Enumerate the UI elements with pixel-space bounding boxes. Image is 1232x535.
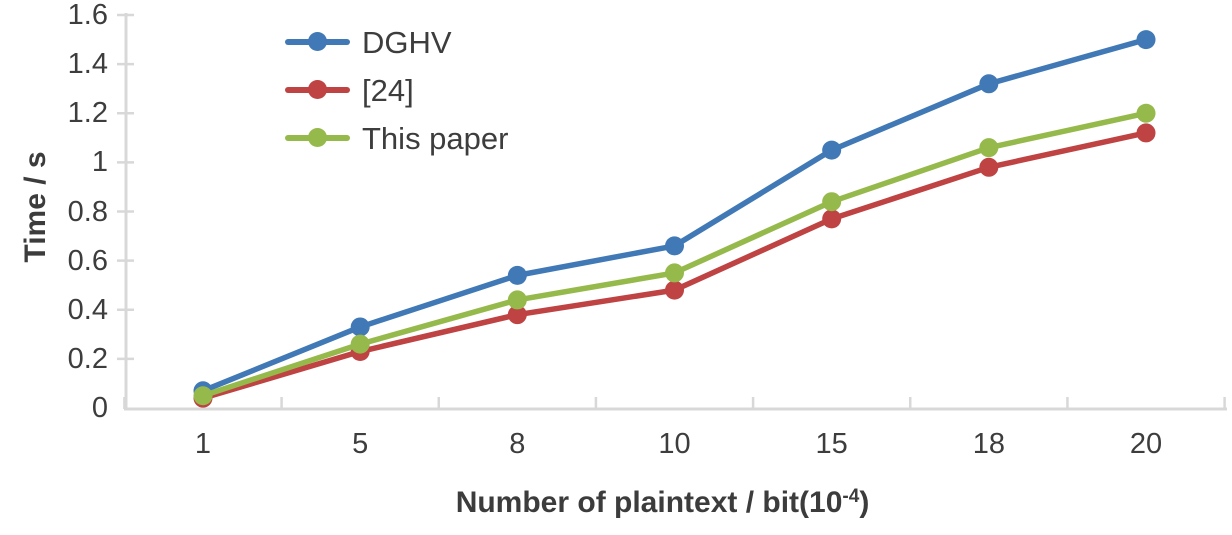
- legend-label: This paper: [362, 120, 509, 156]
- legend-item-dghv: DGHV: [285, 18, 508, 66]
- data-point: [507, 265, 527, 285]
- x-axis-title: Number of plaintext / bit(10-4): [380, 486, 945, 520]
- data-point: [822, 209, 842, 229]
- legend-dot-icon: [308, 80, 327, 99]
- legend-item-ref24: [24]: [285, 66, 508, 114]
- x-axis-title-superscript: -4: [842, 486, 860, 507]
- legend-dot-icon: [308, 128, 327, 147]
- legend: DGHV [24] This paper: [285, 18, 508, 162]
- data-point: [665, 263, 685, 283]
- data-point: [350, 317, 370, 337]
- data-point: [665, 236, 685, 256]
- data-point: [193, 386, 213, 406]
- x-axis-title-close: ): [859, 486, 870, 519]
- data-point: [979, 74, 999, 94]
- legend-marker-this-paper: [285, 128, 350, 148]
- data-point: [665, 280, 685, 300]
- y-axis-title: Time / s: [19, 151, 52, 263]
- legend-marker-ref24: [285, 80, 350, 100]
- data-point: [507, 290, 527, 310]
- data-point: [822, 140, 842, 160]
- data-point: [1136, 30, 1156, 50]
- legend-marker-dghv: [285, 32, 350, 52]
- legend-dot-icon: [308, 32, 327, 51]
- legend-label: DGHV: [362, 24, 452, 60]
- data-point: [1136, 123, 1156, 143]
- data-point: [507, 305, 527, 325]
- data-point: [350, 334, 370, 354]
- data-point: [822, 192, 842, 212]
- data-point: [979, 157, 999, 177]
- x-axis-title-text: Number of plaintext / bit(10: [455, 486, 843, 519]
- data-point: [979, 138, 999, 158]
- data-point: [1136, 103, 1156, 123]
- legend-label: [24]: [362, 72, 414, 108]
- legend-item-this-paper: This paper: [285, 114, 508, 162]
